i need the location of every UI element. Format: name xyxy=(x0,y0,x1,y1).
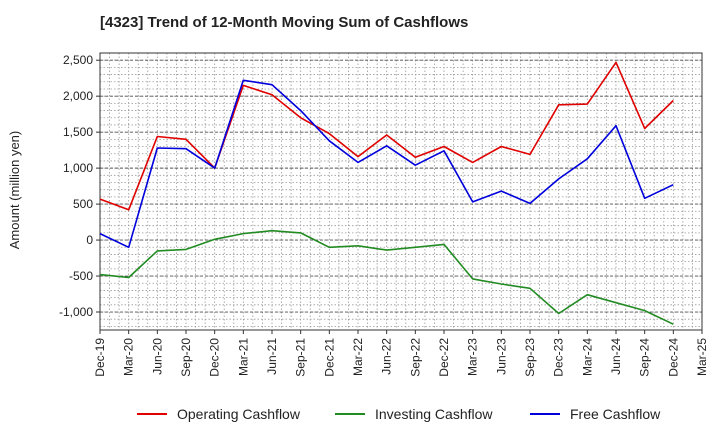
y-tick-label: 2,000 xyxy=(63,89,93,103)
legend-label: Operating Cashflow xyxy=(177,406,301,422)
x-tick-label: Mar-23 xyxy=(466,338,480,376)
x-tick-label: Mar-22 xyxy=(351,338,365,376)
x-tick-label: Mar-20 xyxy=(122,338,136,376)
x-tick-label: Dec-22 xyxy=(437,338,451,377)
x-tick-label: Mar-21 xyxy=(236,338,250,376)
legend-label: Free Cashflow xyxy=(570,406,661,422)
x-tick-label: Mar-25 xyxy=(695,338,709,376)
plot-frame xyxy=(99,52,703,331)
y-tick-label: 2,500 xyxy=(63,53,93,67)
x-tick-label: Jun-20 xyxy=(150,338,164,375)
y-tick-label: -500 xyxy=(69,269,93,283)
x-tick-label: Dec-21 xyxy=(322,338,336,377)
x-tick-label: Jun-22 xyxy=(380,338,394,375)
y-tick-label: 0 xyxy=(86,233,93,247)
x-tick-label: Dec-19 xyxy=(93,338,107,377)
y-axis-label: Amount (million yen) xyxy=(7,131,22,250)
grid xyxy=(99,52,703,330)
y-tick-label: 500 xyxy=(73,197,93,211)
legend-label: Investing Cashflow xyxy=(375,406,493,422)
x-tick-label: Jun-24 xyxy=(609,338,623,375)
y-tick-label: 1,500 xyxy=(63,125,93,139)
x-tick-label: Sep-24 xyxy=(638,338,652,377)
series-line-operating-cashflow xyxy=(99,61,674,211)
x-tick-label: Sep-22 xyxy=(408,338,422,377)
legend: Operating Cashflow Investing Cashflow Free… xyxy=(137,406,661,422)
x-tick-label: Sep-20 xyxy=(179,338,193,377)
axes: 2,500 2,000 1,500 1,000 500 0 -500 -1,000 Dec-19… xyxy=(59,52,709,377)
x-tick-label: Dec-24 xyxy=(666,338,680,377)
y-tick-label: 1,000 xyxy=(63,161,93,175)
series-line-free-cashflow xyxy=(99,79,674,249)
x-tick-label: Jun-23 xyxy=(494,338,508,375)
x-tick-label: Sep-23 xyxy=(523,338,537,377)
series-lines xyxy=(99,61,674,325)
y-tick-label: -1,000 xyxy=(59,305,93,319)
series-line-investing-cashflow xyxy=(99,229,674,325)
x-tick-label: Mar-24 xyxy=(580,338,594,376)
x-tick-label: Dec-20 xyxy=(208,338,222,377)
x-tick-label: Jun-21 xyxy=(265,338,279,375)
x-tick-label: Sep-21 xyxy=(294,338,308,377)
chart-title: [4323] Trend of 12-Month Moving Sum of C… xyxy=(100,14,469,31)
x-tick-label: Dec-23 xyxy=(552,338,566,377)
